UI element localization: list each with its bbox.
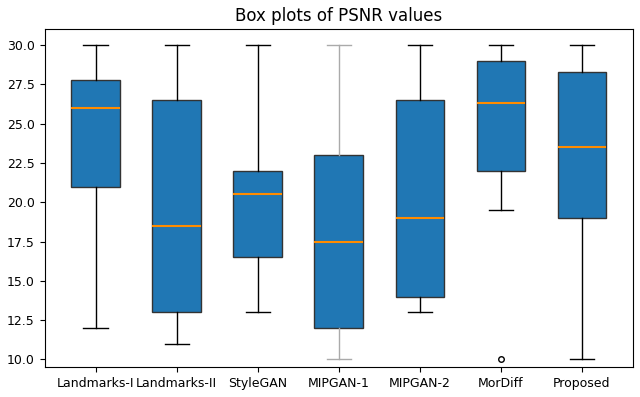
PathPatch shape [396,100,444,297]
PathPatch shape [314,155,363,328]
PathPatch shape [234,171,282,257]
PathPatch shape [152,100,201,312]
PathPatch shape [477,61,525,171]
PathPatch shape [557,72,606,218]
PathPatch shape [71,79,120,187]
Title: Box plots of PSNR values: Box plots of PSNR values [235,7,442,25]
